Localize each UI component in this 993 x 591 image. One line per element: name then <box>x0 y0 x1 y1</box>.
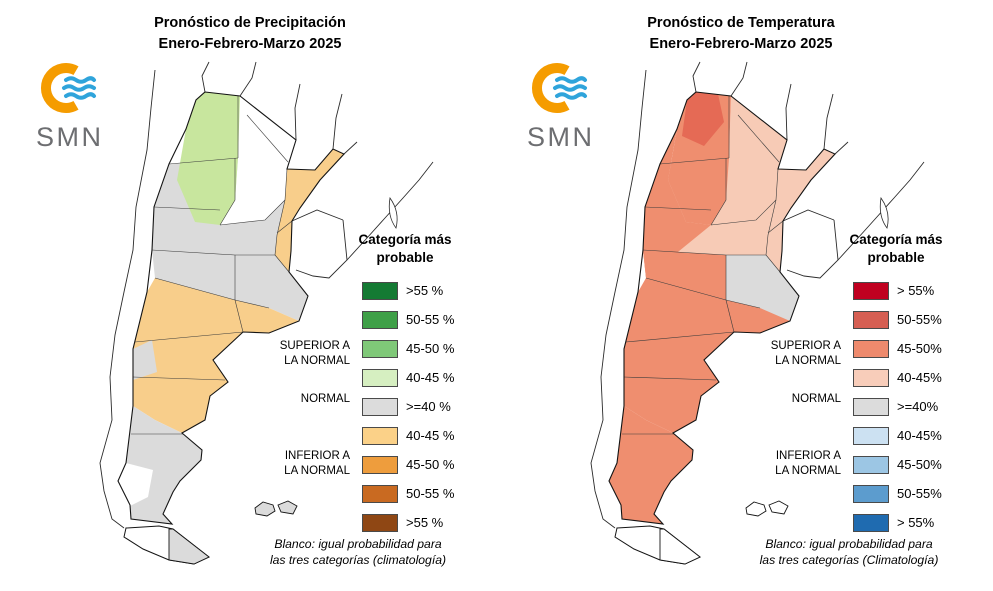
argentina-outline <box>117 91 345 525</box>
map-zone-nw <box>177 92 240 225</box>
smn-logo-icon <box>41 63 96 113</box>
panel-precipitation: Pronóstico de Precipitación Enero-Febrer… <box>0 0 496 591</box>
panel-title-line2: Enero-Febrero-Marzo 2025 <box>158 36 342 53</box>
logo-arc <box>41 63 79 113</box>
smn-logo-text: SMN <box>527 122 595 152</box>
tierra-del-fuego-argentina <box>168 528 210 565</box>
map-zone-nw_ext <box>643 129 711 278</box>
panel-title: Pronóstico de Temperatura Enero-Febrero-… <box>519 13 963 55</box>
malvinas-west-island <box>254 501 276 517</box>
neighbor-coastlines <box>99 61 434 529</box>
smn-logo: SMN <box>527 60 617 153</box>
map-zone-far_south <box>609 406 693 524</box>
logo-arc <box>532 63 570 113</box>
logo-waves <box>553 76 587 100</box>
smn-logo: SMN <box>36 60 126 153</box>
malvinas-east-island <box>768 500 789 515</box>
tierra-del-fuego-argentina <box>659 528 701 565</box>
province-borders <box>131 96 293 435</box>
province-borders <box>622 96 784 435</box>
argentina-outline <box>608 91 836 525</box>
coastal-lagoon <box>879 196 889 229</box>
logo-waves <box>62 76 96 100</box>
map-zone-mid <box>643 250 726 300</box>
coastal-lagoon <box>388 196 398 229</box>
malvinas-east-island <box>277 500 298 515</box>
argentina-map-temperature <box>590 61 925 565</box>
map-zone-far_south_white <box>118 463 153 506</box>
malvinas-west-island <box>745 501 767 517</box>
panel-title: Pronóstico de Precipitación Enero-Febrer… <box>28 13 472 55</box>
panel-title-line1: Pronóstico de Precipitación <box>154 15 346 31</box>
map-zone-ba <box>726 255 799 333</box>
map-zone-south_band <box>624 278 790 433</box>
smn-logo-text: SMN <box>36 122 104 152</box>
argentina-map-precipitation <box>99 61 434 565</box>
panel-temperature: Pronóstico de Temperatura Enero-Febrero-… <box>491 0 987 591</box>
map-zone-ne_strip <box>275 149 344 272</box>
panel-title-line2: Enero-Febrero-Marzo 2025 <box>649 36 833 53</box>
map-zone-nw_top <box>682 92 724 146</box>
panel-title-line1: Pronóstico de Temperatura <box>647 15 835 31</box>
map-zone-south_band <box>133 278 299 433</box>
smn-logo-icon <box>532 63 587 113</box>
map-zone-west_patch <box>133 340 157 380</box>
